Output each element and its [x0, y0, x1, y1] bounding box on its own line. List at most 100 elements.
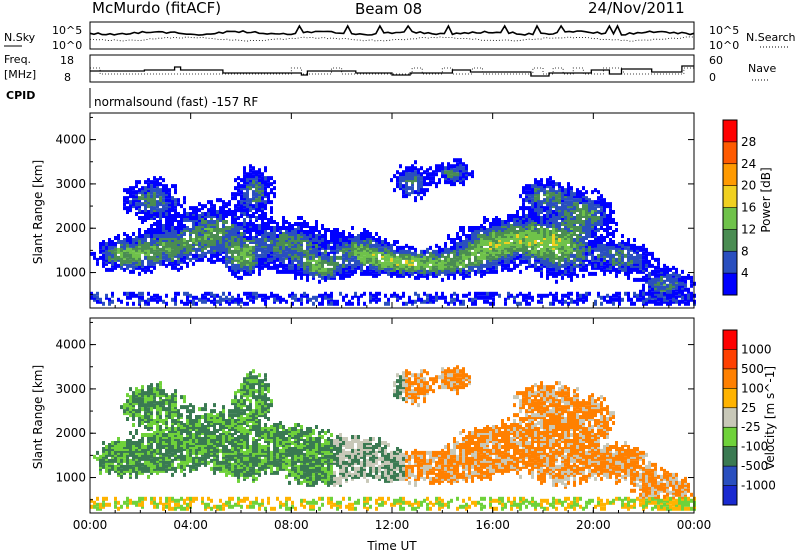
heatmap-cell: [264, 249, 267, 254]
colorbar-swatch: [723, 185, 737, 208]
heatmap-cell: [90, 504, 93, 509]
heatmap-cell: [234, 192, 237, 197]
heatmap-cell: [357, 255, 360, 260]
heatmap-cell: [225, 220, 228, 224]
heatmap-cell: [465, 249, 468, 254]
heatmap-cell: [501, 255, 504, 260]
heatmap-cell: [321, 251, 324, 256]
heatmap-cell: [297, 226, 300, 230]
heatmap-cell: [222, 297, 225, 302]
heatmap-cell: [528, 190, 531, 195]
heatmap-cell: [414, 160, 417, 165]
heatmap-cell: [126, 439, 129, 443]
heatmap-cell: [309, 226, 312, 230]
heatmap-cell: [315, 265, 318, 270]
heatmap-cell: [270, 236, 273, 240]
heatmap-cell: [372, 243, 375, 248]
heatmap-cell: [369, 240, 372, 244]
heatmap-cell: [246, 222, 249, 226]
heatmap-cell: [282, 297, 285, 302]
heatmap-cell: [231, 192, 234, 197]
heatmap-cell: [621, 240, 624, 244]
heatmap-cell: [486, 247, 489, 252]
heatmap-cell: [624, 242, 627, 246]
heatmap-cell: [396, 269, 399, 274]
heatmap-cell: [492, 251, 495, 256]
heatmap-cell: [123, 403, 126, 408]
freq-label-1: Freq.: [4, 53, 31, 66]
heatmap-cell: [213, 204, 216, 209]
heatmap-cell: [153, 297, 156, 302]
heatmap-cell: [156, 257, 159, 262]
heatmap-cell: [456, 158, 459, 163]
heatmap-cell: [480, 273, 483, 278]
heatmap-cell: [252, 204, 255, 209]
heatmap-cell: [210, 291, 213, 296]
heatmap-cell: [381, 261, 384, 266]
heatmap-cell: [249, 228, 252, 232]
heatmap-cell: [315, 220, 318, 224]
heatmap-cell: [372, 236, 375, 240]
heatmap-cell: [243, 212, 246, 216]
heatmap-cell: [558, 226, 561, 230]
heatmap-cell: [399, 176, 402, 181]
heatmap-cell: [96, 299, 99, 304]
heatmap-cell: [396, 259, 399, 264]
heatmap-cell: [237, 293, 240, 298]
heatmap-cell: [174, 208, 177, 213]
heatmap-cell: [234, 224, 237, 228]
heatmap-cell: [381, 240, 384, 244]
heatmap-cell: [267, 218, 270, 222]
heatmap-cell: [639, 297, 642, 302]
heatmap-cell: [612, 210, 615, 214]
heatmap-cell: [90, 295, 93, 300]
heatmap-cell: [126, 291, 129, 296]
heatmap-cell: [126, 263, 129, 268]
heatmap-cell: [414, 257, 417, 262]
heatmap-cell: [441, 174, 444, 179]
heatmap-cell: [414, 166, 417, 171]
heatmap-cell: [537, 242, 540, 246]
heatmap-cell: [492, 218, 495, 222]
heatmap-cell: [138, 249, 141, 254]
ytick-label: 2000: [55, 221, 86, 235]
heatmap-cell: [501, 263, 504, 268]
heatmap-cell: [141, 202, 144, 207]
heatmap-cell: [135, 253, 138, 258]
heatmap-cell: [567, 200, 570, 205]
heatmap-cell: [414, 247, 417, 252]
heatmap-cell: [240, 232, 243, 236]
heatmap-cell: [564, 232, 567, 236]
heatmap-cell: [498, 226, 501, 230]
heatmap-cell: [249, 257, 252, 262]
heatmap-cell: [297, 251, 300, 256]
heatmap-cell: [255, 291, 258, 296]
heatmap-cell: [291, 224, 294, 228]
heatmap-cell: [405, 166, 408, 171]
heatmap-cell: [585, 267, 588, 272]
heatmap-cell: [150, 184, 153, 189]
heatmap-cell: [567, 228, 570, 232]
heatmap-cell: [144, 186, 147, 191]
noise-sky-trace: [89, 24, 695, 36]
heatmap-cell: [144, 242, 147, 246]
heatmap-cell: [480, 238, 483, 242]
heatmap-cell: [111, 464, 114, 469]
heatmap-cell: [222, 220, 225, 224]
heatmap-cell: [507, 214, 510, 218]
heatmap-cell: [384, 261, 387, 266]
heatmap-cell: [372, 297, 375, 302]
heatmap-cell: [537, 210, 540, 214]
heatmap-cell: [360, 271, 363, 276]
heatmap-cell: [123, 232, 126, 236]
heatmap-cell: [246, 236, 249, 240]
heatmap-cell: [225, 295, 228, 300]
heatmap-cell: [594, 188, 597, 193]
heatmap-cell: [405, 301, 408, 306]
heatmap-cell: [561, 263, 564, 268]
heatmap-cell: [573, 238, 576, 242]
heatmap-cell: [96, 257, 99, 262]
heatmap-cell: [474, 251, 477, 256]
heatmap-cell: [162, 178, 165, 183]
